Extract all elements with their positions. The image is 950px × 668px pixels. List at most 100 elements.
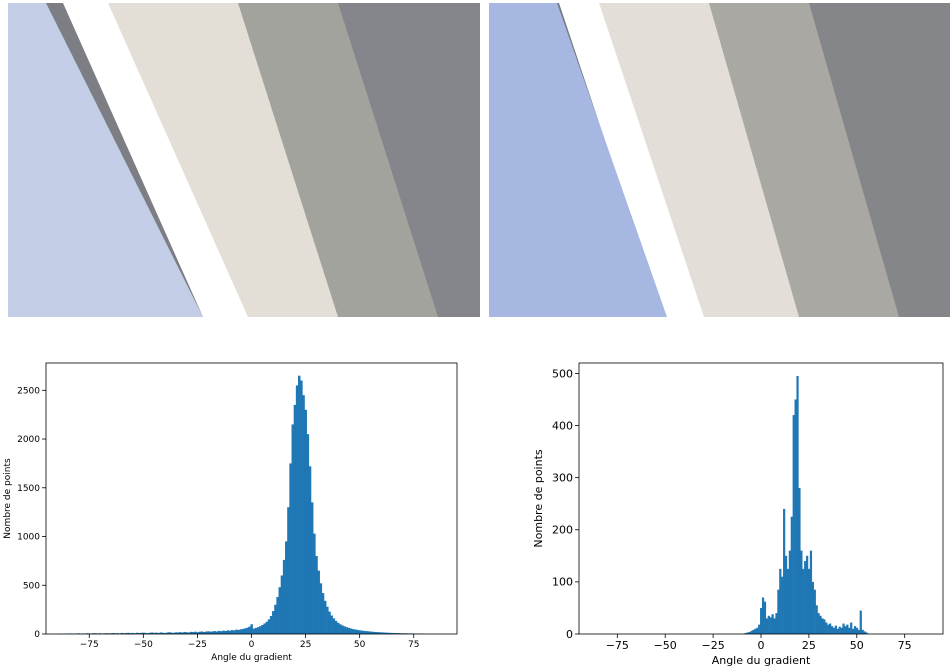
histogram-bar: [148, 632, 152, 634]
y-tick-label: 1000: [17, 533, 40, 543]
histogram-bar: [865, 632, 868, 634]
histogram-bar: [336, 622, 340, 634]
histogram-bar: [261, 625, 264, 634]
histogram-bar: [159, 632, 163, 634]
histogram-bar: [796, 376, 799, 634]
histogram-bar: [155, 632, 158, 634]
histogram-bar: [761, 597, 765, 634]
histogram-bar: [241, 628, 245, 634]
y-axis-label: Nombre de points: [3, 458, 13, 539]
histogram-bar: [830, 626, 834, 634]
histogram-bar: [315, 556, 318, 634]
x-axis-label: Angle du gradient: [211, 653, 292, 663]
histogram-bar: [321, 593, 325, 634]
y-tick-label: 300: [552, 472, 573, 485]
histogram-bar: [852, 628, 855, 634]
y-tick-label: 400: [552, 419, 573, 432]
histogram-bar: [823, 619, 826, 634]
photo-right: [489, 3, 950, 317]
histogram-bar: [161, 632, 165, 634]
histogram-bar: [285, 541, 288, 634]
histogram-bar: [362, 630, 366, 634]
histogram-bar: [811, 581, 814, 634]
histogram-bar: [332, 618, 336, 634]
histogram-bar: [127, 632, 130, 634]
x-tick-label: −25: [701, 639, 724, 652]
histogram-bar: [250, 624, 253, 634]
photo-right-sky: [489, 3, 667, 317]
histogram-bar: [343, 626, 346, 634]
y-tick-label: 500: [23, 581, 40, 591]
histogram-bar: [274, 604, 277, 634]
histogram-bar: [806, 555, 809, 634]
histogram-bar: [349, 628, 353, 634]
histogram-bar: [373, 631, 377, 634]
histogram-bar: [825, 622, 828, 634]
histogram-bar: [367, 631, 370, 634]
histogram-bar: [179, 632, 182, 634]
histogram-bar: [200, 631, 204, 634]
histogram-bar: [213, 631, 217, 634]
histogram-bar: [310, 502, 314, 634]
histogram-bar: [794, 399, 797, 634]
histogram-bar: [804, 561, 807, 634]
histogram-bar: [220, 631, 223, 634]
histogram-bar: [395, 633, 398, 634]
histogram-bar: [226, 630, 230, 634]
histogram-bar: [224, 630, 227, 634]
histogram-bar: [280, 575, 284, 634]
histogram-bar: [168, 632, 171, 634]
histogram-bar: [291, 424, 294, 634]
histogram-bar: [393, 633, 396, 634]
histogram-bar: [209, 631, 212, 634]
histogram-bar: [153, 632, 156, 634]
plot-frame: [45, 362, 458, 635]
histogram-bar: [256, 627, 260, 634]
histogram-bar: [861, 629, 864, 634]
histogram-bar: [384, 632, 387, 634]
histogram-bar: [317, 570, 320, 634]
histogram-bar: [838, 626, 841, 634]
histogram-bar: [378, 632, 381, 634]
histogram-bar: [135, 632, 139, 634]
x-tick-label: 75: [898, 639, 912, 652]
histogram-bar: [846, 624, 849, 634]
histogram-bar: [815, 605, 818, 634]
histogram-bar: [850, 622, 853, 634]
histogram-bar: [150, 632, 154, 634]
histogram-bar: [786, 568, 790, 634]
histogram-bar: [278, 587, 282, 634]
histogram-bar: [137, 633, 141, 634]
y-tick-label: 2500: [17, 386, 40, 396]
histogram-bar: [330, 615, 333, 634]
histogram-bar: [771, 614, 774, 634]
histogram-bar: [345, 627, 349, 634]
histogram-bar: [304, 409, 307, 634]
histogram-bar: [767, 615, 770, 634]
x-tick-label: −75: [606, 639, 629, 652]
histogram-bar: [360, 630, 364, 634]
histogram-bar: [239, 629, 243, 634]
histogram-bar: [800, 550, 803, 634]
histogram-bar: [92, 633, 95, 634]
histogram-bar: [313, 533, 316, 634]
histogram-bar: [185, 632, 188, 634]
histogram-bar: [263, 623, 266, 634]
histogram-bar: [328, 611, 331, 634]
histogram-bar: [341, 625, 344, 634]
histogram-bar: [792, 415, 795, 634]
histogram-bar: [326, 606, 329, 634]
histogram-bar: [386, 632, 390, 634]
histogram-bar: [230, 630, 234, 634]
histogram-bar: [779, 568, 782, 634]
x-tick-label: 0: [758, 639, 765, 652]
histogram-bar: [243, 628, 247, 634]
photo-left-mid-band: [208, 3, 438, 317]
histogram-bar: [202, 631, 206, 634]
histogram-bar: [783, 508, 786, 634]
histogram-bar: [832, 627, 836, 634]
photo-right-stripe: [559, 3, 704, 317]
photo-left-light-band: [103, 3, 338, 317]
histogram-bar: [265, 621, 269, 634]
histogram-bar: [777, 589, 780, 634]
